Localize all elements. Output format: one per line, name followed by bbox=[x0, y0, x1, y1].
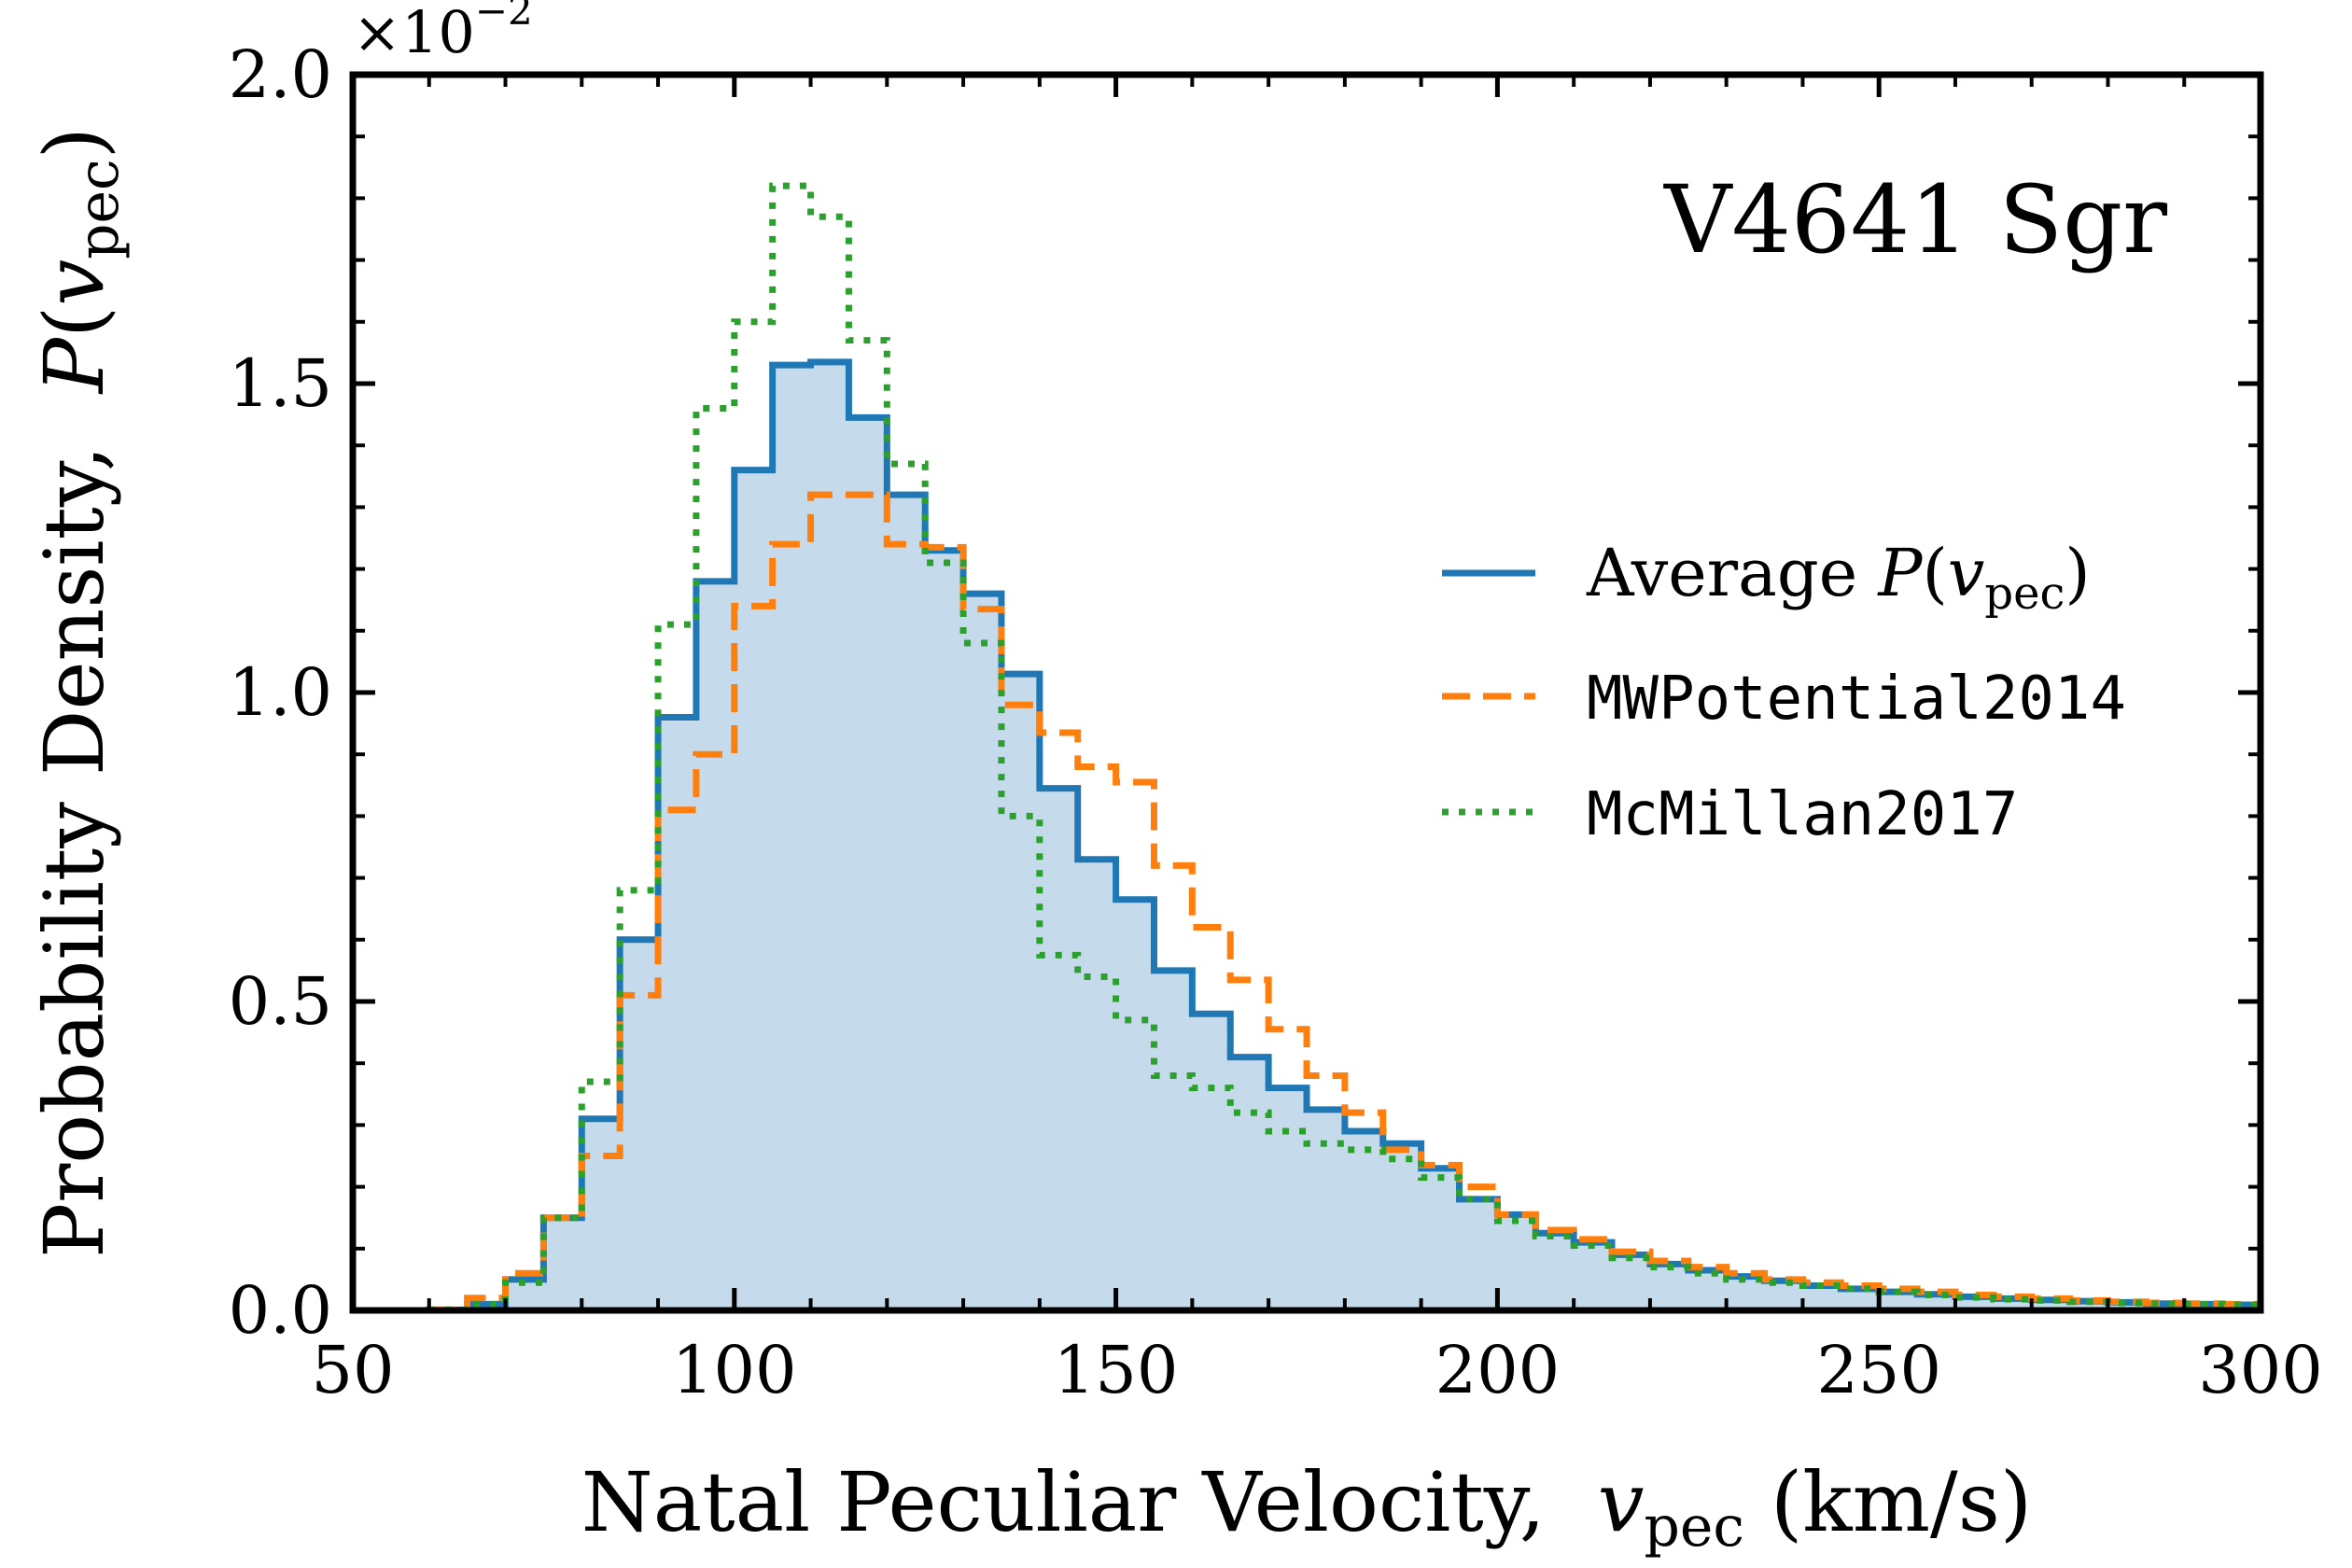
x-axis-label-var: v bbox=[1598, 1454, 1645, 1550]
series-layer bbox=[426, 182, 2264, 1313]
series-fill-average bbox=[428, 361, 2261, 1311]
y-tick-label: 0.5 bbox=[229, 963, 332, 1040]
x-tick-label-50: 50 bbox=[311, 1332, 394, 1408]
y-tick-label: 1.0 bbox=[229, 654, 332, 731]
legend-item-average: Average P(vpec) bbox=[1442, 535, 2091, 620]
y-axis-label: Probability Density, P(vpec) bbox=[26, 127, 132, 1258]
x-axis-label-sub: pec bbox=[1644, 1494, 1744, 1560]
plot-frame bbox=[349, 71, 2264, 1314]
legend-label-mcmillan2017: McMillan2017 bbox=[1587, 780, 2018, 849]
legend-label-average: Average P(vpec) bbox=[1586, 535, 2091, 620]
legend-average-func: P bbox=[1876, 535, 1924, 611]
x-tick-label-200: 200 bbox=[1435, 1332, 1561, 1408]
y-tick-label: 0.0 bbox=[229, 1272, 332, 1349]
x-tick-label-250: 250 bbox=[1816, 1332, 1941, 1408]
tick-layer: 50 100 150 200 250 300 0.0 0.5 1.0 1.5 2.0 bbox=[229, 36, 2323, 1408]
legend-average-prefix: Average bbox=[1586, 535, 1878, 611]
y-axis-label-func: P bbox=[26, 336, 122, 395]
legend-label-mwpotential2014: MWPotential2014 bbox=[1587, 665, 2126, 734]
y-tick-label: 1.5 bbox=[229, 345, 332, 422]
legend-item-mcmillan2017: McMillan2017 bbox=[1442, 780, 2018, 849]
legend-item-mwpotential2014: MWPotential2014 bbox=[1442, 665, 2126, 734]
x-tick-label-100: 100 bbox=[672, 1332, 797, 1408]
y-axis-label-paren-close: ) bbox=[26, 127, 122, 159]
y-axis-label-prefix: Probability Density, bbox=[26, 393, 122, 1258]
y-axis-label-sub: pec bbox=[66, 159, 132, 259]
y-scale-exponent: −2 bbox=[475, 0, 533, 34]
y-tick-label: 2.0 bbox=[229, 36, 332, 113]
legend-average-var: v bbox=[1948, 535, 1985, 611]
legend-average-sub: pec bbox=[1984, 567, 2065, 620]
legend-average-paren-close: ) bbox=[2065, 535, 2090, 611]
annotation-label: V4641 Sgr bbox=[1663, 165, 2167, 274]
y-scale-note: ×10−2 bbox=[353, 0, 533, 66]
x-axis-label-prefix: Natal Peculiar Velocity, bbox=[581, 1454, 1598, 1550]
series-line-mwpotential2014 bbox=[426, 491, 2264, 1313]
x-tick-label-300: 300 bbox=[2198, 1332, 2323, 1408]
legend-average-paren-open: ( bbox=[1922, 535, 1947, 611]
x-axis-label: Natal Peculiar Velocity, vpec (km/s) bbox=[581, 1454, 2032, 1560]
y-scale-base: ×10 bbox=[353, 0, 475, 66]
x-axis-label-suffix: (km/s) bbox=[1744, 1454, 2032, 1550]
y-axis-label-var: v bbox=[26, 259, 122, 306]
legend: Average P(vpec) MWPotential2014 McMillan… bbox=[1442, 535, 2126, 849]
x-tick-label-150: 150 bbox=[1054, 1332, 1179, 1408]
y-axis-label-paren-open: ( bbox=[26, 306, 122, 338]
